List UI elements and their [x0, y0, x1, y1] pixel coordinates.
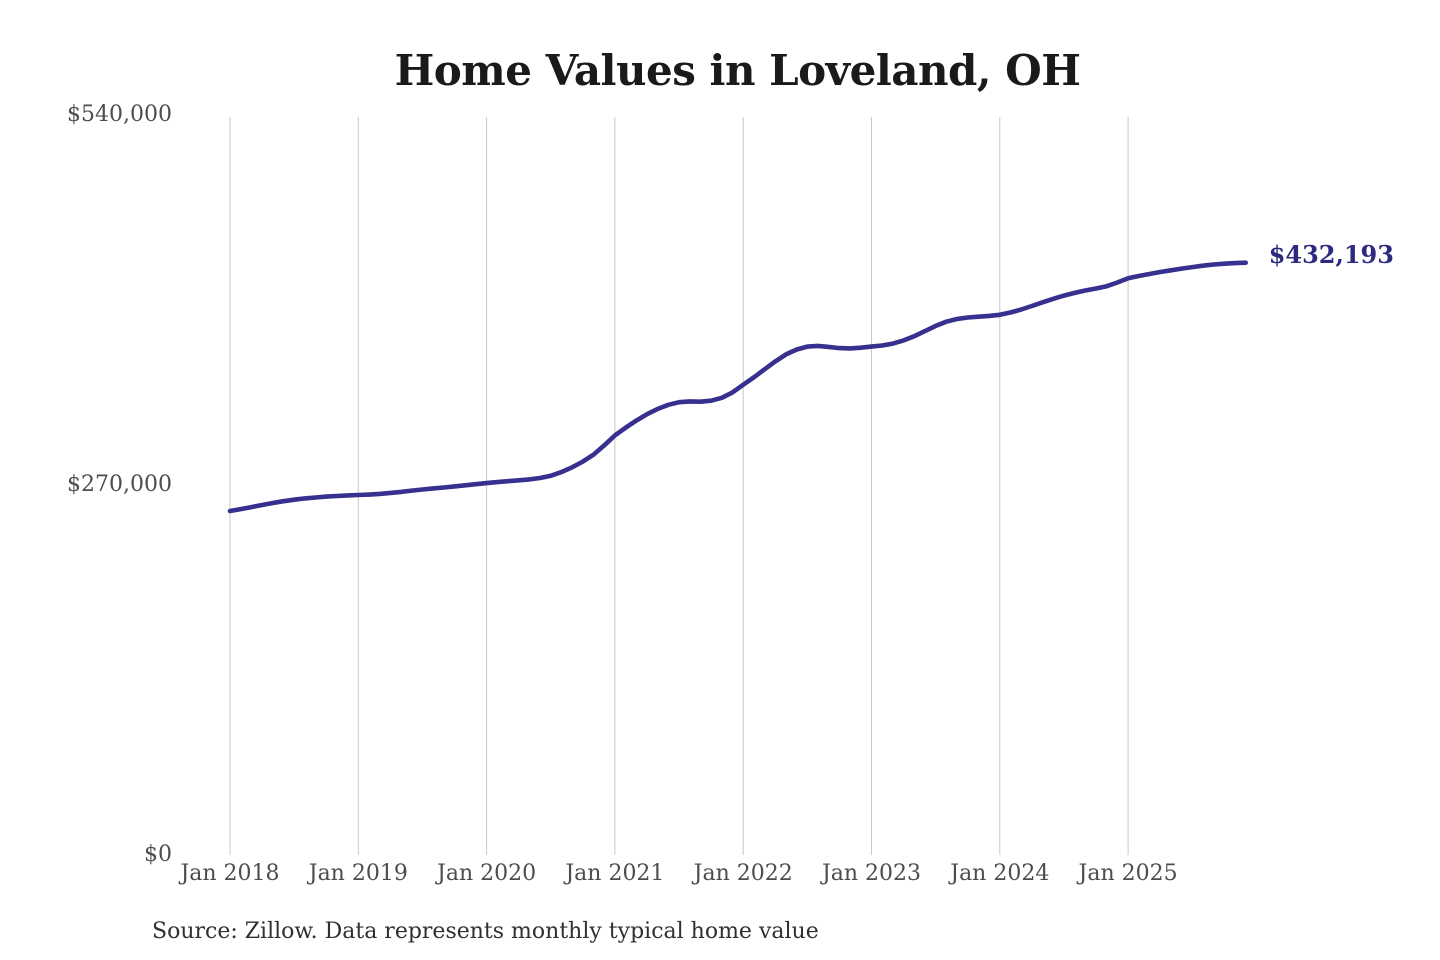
x-axis-tick-label: Jan 2022	[693, 861, 793, 886]
y-axis-tick-label: $270,000	[67, 472, 172, 497]
y-axis-tick-label: $540,000	[67, 102, 172, 127]
y-axis-tick-label: $0	[144, 842, 172, 867]
chart-title: Home Values in Loveland, OH	[394, 46, 1081, 95]
latest-value-label: $432,193	[1268, 239, 1394, 269]
x-axis-tick-label: Jan 2018	[180, 861, 280, 886]
x-axis-tick-label: Jan 2020	[437, 861, 537, 886]
x-axis-tick-label: Jan 2019	[308, 861, 408, 886]
source-note: Source: Zillow. Data represents monthly …	[152, 919, 819, 944]
x-axis-tick-label: Jan 2023	[821, 861, 922, 886]
x-axis-tick-label: Jan 2021	[565, 861, 665, 886]
x-axis-tick-label: Jan 2024	[950, 861, 1050, 886]
x-axis-tick-label: Jan 2025	[1078, 861, 1178, 886]
vertical-gridlines	[229, 117, 1129, 855]
home-value-line	[227, 260, 1248, 514]
